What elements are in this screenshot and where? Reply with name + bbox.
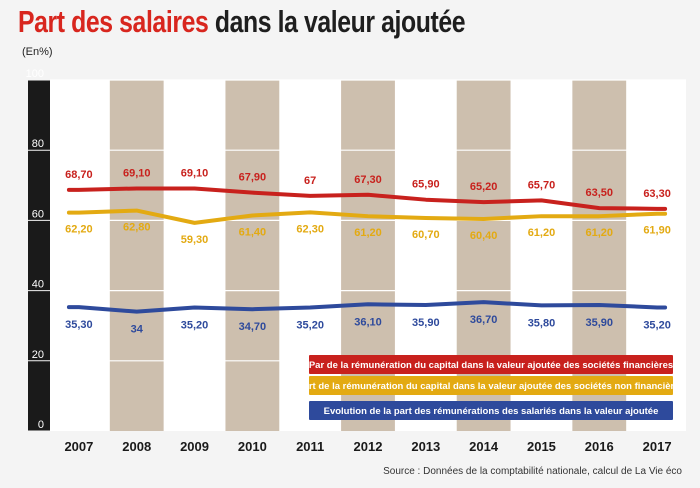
data-label: 34,70 (239, 321, 267, 333)
series-line (66, 186, 668, 211)
legend-label: Evolution de la part des rémunérations d… (324, 406, 659, 417)
data-label: 63,50 (586, 187, 614, 199)
data-label: 62,80 (123, 222, 151, 234)
data-label: 68,70 (65, 169, 93, 181)
data-label: 61,90 (643, 225, 671, 237)
y-tick-label: 60 (32, 208, 44, 220)
data-label: 36,70 (470, 314, 498, 326)
data-label: 63,30 (643, 188, 671, 200)
x-tick-label: 2014 (469, 439, 499, 454)
data-label: 60,40 (470, 230, 498, 242)
data-label: 65,20 (470, 181, 498, 193)
legend-label: Part de la rémunération du capital dans … (297, 381, 685, 392)
chart-title: Part des salaires dans la valeur ajoutée (18, 4, 466, 40)
x-tick-label: 2009 (180, 439, 209, 454)
x-tick-label: 2013 (411, 439, 440, 454)
x-tick-label: 2016 (585, 439, 614, 454)
x-tick-label: 2011 (296, 439, 324, 454)
data-label: 61,20 (354, 227, 382, 239)
series-line (66, 300, 668, 314)
series-line (66, 208, 668, 225)
data-label: 61,20 (586, 227, 614, 239)
data-label: 67,90 (239, 172, 267, 184)
year-band (225, 80, 280, 431)
data-label: 35,20 (181, 319, 209, 331)
legend-box (309, 376, 673, 395)
data-label: 61,20 (528, 227, 556, 239)
unit-label: (En%) (22, 46, 53, 58)
year-band (109, 80, 164, 431)
x-tick-label: 2012 (354, 439, 383, 454)
data-label: 69,10 (123, 167, 151, 179)
y-tick-label: 100 (26, 68, 44, 80)
x-tick-label: 2008 (122, 439, 151, 454)
data-label: 35,90 (586, 317, 614, 329)
data-label: 69,10 (181, 167, 209, 179)
data-label: 62,20 (65, 224, 93, 236)
data-label: 35,90 (412, 317, 440, 329)
x-tick-label: 2010 (238, 439, 267, 454)
legend-box (309, 401, 673, 420)
title-rest: dans la valeur ajoutée (208, 4, 466, 39)
x-tick-label: 2007 (64, 439, 93, 454)
x-tick-label: 2017 (643, 439, 672, 454)
legend-label: Par de la rémunération du capital dans l… (309, 360, 673, 371)
data-label: 61,40 (239, 226, 267, 238)
data-label: 67,30 (354, 174, 382, 186)
y-axis-strip (28, 80, 50, 431)
data-label: 35,80 (528, 317, 556, 329)
data-label: 35,20 (296, 319, 324, 331)
data-label: 35,30 (65, 319, 93, 331)
data-label: 62,30 (296, 223, 324, 235)
source-note: Source : Données de la comptabilité nati… (383, 466, 682, 477)
data-label: 65,90 (412, 179, 440, 191)
data-label: 65,70 (528, 179, 556, 191)
y-tick-label: 0 (38, 419, 44, 431)
x-tick-label: 2015 (527, 439, 556, 454)
data-label: 35,20 (643, 319, 671, 331)
data-label: 36,10 (354, 316, 382, 328)
y-tick-label: 20 (32, 349, 44, 361)
data-label: 34 (131, 324, 144, 336)
y-tick-label: 40 (32, 279, 44, 291)
legend-box (309, 355, 673, 374)
y-tick-label: 80 (32, 138, 44, 150)
data-label: 59,30 (181, 234, 209, 246)
title-highlight: Part des salaires (18, 4, 209, 39)
data-label: 60,70 (412, 229, 440, 241)
data-label: 67 (304, 175, 316, 187)
